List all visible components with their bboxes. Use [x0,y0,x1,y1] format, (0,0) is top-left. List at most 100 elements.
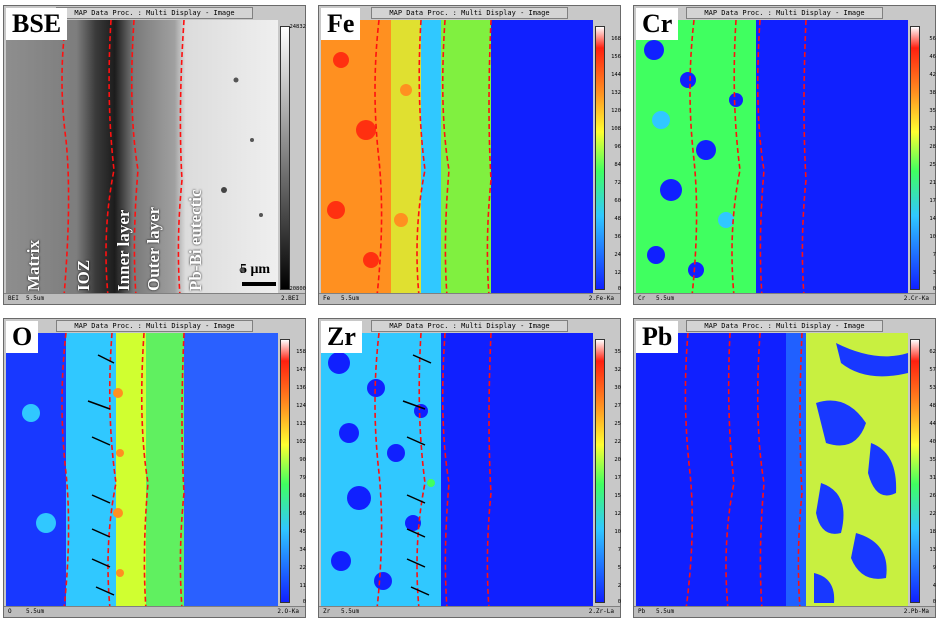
intensity-scale [280,26,290,290]
o-map [6,333,278,609]
tick-label: 72 [614,180,621,186]
tick-label: 25 [614,421,621,427]
tick-label: 60 [614,198,621,204]
element-label: Pb [636,321,679,353]
tick-label: 7 [617,547,621,553]
label-matrix: Matrix [24,240,43,291]
element-label: Zr [321,321,362,353]
tick-label: 0 [932,286,936,292]
tick-label: 0 [617,286,621,292]
tick-label: 18 [929,529,936,535]
tick-label: 56 [929,36,936,42]
tick-label: 34 [299,547,306,553]
tick-label: 79 [299,475,306,481]
map-panel-bse: MAP Data Proc. : Multi Display - Image [3,5,306,305]
tick-label: 53 [929,385,936,391]
tick-label: 84 [614,162,621,168]
tick-label: 12 [614,511,621,517]
label-ioz: IOZ [74,259,93,291]
tick-label: 28 [929,144,936,150]
element-label: Fe [321,8,361,40]
tick-label: 44 [929,421,936,427]
footer-scale: 5.5um [26,295,45,302]
footer-signal: Fe [323,295,331,302]
map-panel-o: MAP Data Proc. : Multi Display - Image [3,318,306,618]
panel-footer: BEI 5.5um 2.BEI [4,293,305,304]
tick-label: 124 [296,403,306,409]
window-title: MAP Data Proc. : Multi Display - Image [686,7,883,19]
scale-label: 5 μm [240,262,271,277]
tick-label: 17 [929,198,936,204]
footer-scale: 5.5um [341,295,360,302]
tick-label: 22 [614,439,621,445]
tick-label: 68 [299,493,306,499]
tick-label: 40 [929,439,936,445]
tick-label: 96 [614,144,621,150]
window-title: MAP Data Proc. : Multi Display - Image [371,7,568,19]
tick-label: 0 [932,599,936,605]
tick-label: 4 [932,583,936,589]
tick-label: 0 [302,599,306,605]
tick-label: 42 [929,72,936,78]
window-title: MAP Data Proc. : Multi Display - Image [56,7,253,19]
panel-footer: Pb 5.5um 2.Pb-Ma [634,606,935,617]
tick-label: 32 [929,126,936,132]
tick-label: 13 [929,547,936,553]
footer-channel: 2.O-Ka [277,608,299,615]
intensity-scale [910,26,920,290]
tick-label: 3 [932,270,936,276]
intensity-scale [595,26,605,290]
footer-signal: O [8,608,12,615]
map-panel-zr: MAP Data Proc. : Multi Display - Image [318,318,621,618]
tick-label: 132 [611,90,621,96]
tick-label: 56 [299,511,306,517]
tick-label: 48 [614,216,621,222]
tick-label: 57 [929,367,936,373]
tick-label: 5 [617,565,621,571]
tick-label: 120 [611,108,621,114]
tick-label: 156 [611,54,621,60]
intensity-scale [595,339,605,603]
tick-label: 25 [929,162,936,168]
scale-ticks: 168 156 144 132 120 108 96 84 72 60 48 3… [607,24,623,294]
window-title: MAP Data Proc. : Multi Display - Image [56,320,253,332]
tick-label: 144 [611,72,621,78]
tick-label: 26 [929,493,936,499]
scale-ticks: 158 147 136 124 113 102 90 79 68 56 45 3… [292,337,308,607]
fe-map [321,20,593,296]
tick-label: 36 [614,234,621,240]
cr-map [636,20,908,296]
map-panel-pb: MAP Data Proc. : Multi Display - Image 6… [633,318,936,618]
tick-label: 9 [932,565,936,571]
panel-footer: Cr 5.5um 2.Cr-Ka [634,293,935,304]
element-label: O [6,321,39,353]
element-label: Cr [636,8,679,40]
tick-label: 32 [614,367,621,373]
label-inner-layer: Inner layer [114,209,133,291]
tick-label: 22 [299,565,306,571]
footer-signal: Cr [638,295,646,302]
tick-label: 27 [614,403,621,409]
tick-label: 17 [614,475,621,481]
bse-image [6,20,278,296]
tick-label: 158 [296,349,306,355]
label-eutectic: Pb-Bi eutectic [186,189,205,292]
footer-signal: Zr [323,608,331,615]
tick-label: 12 [614,270,621,276]
footer-signal: Pb [638,608,646,615]
tick-label: 2 [617,583,621,589]
tick-label: 45 [299,529,306,535]
tick-label: 21 [929,180,936,186]
tick-label: 11 [299,583,306,589]
intensity-scale [910,339,920,603]
scale-ticks: 24832 20800 [289,24,308,294]
footer-scale: 5.5um [656,608,675,615]
tick-label: 35 [929,457,936,463]
tick-label: 38 [929,90,936,96]
panel-footer: Zr 5.5um 2.Zr-La [319,606,620,617]
footer-channel: 2.Pb-Ma [903,608,929,615]
tick-label: 15 [614,493,621,499]
footer-channel: 2.Cr-Ka [903,295,929,302]
element-label: BSE [6,8,68,40]
tick-label: 168 [611,36,621,42]
